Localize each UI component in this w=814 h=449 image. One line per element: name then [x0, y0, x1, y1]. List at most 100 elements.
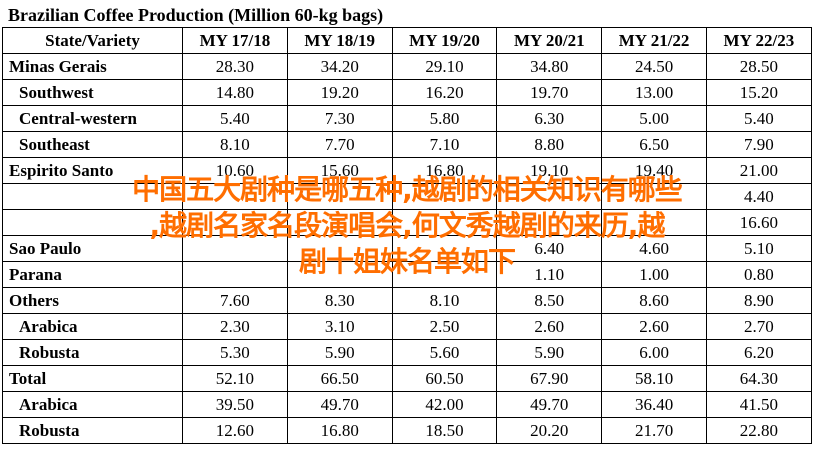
table-cell — [391, 261, 498, 288]
table-row: Espirito Santo 10.60 15.60 16.80 19.10 19.40 2… — [2, 157, 812, 184]
table-cell: 4.40 — [705, 183, 812, 210]
table-cell: 60.50 — [391, 365, 498, 392]
table-cell: 2.60 — [601, 313, 707, 340]
row-label: Arabica — [2, 391, 183, 418]
table-cell: 58.10 — [601, 365, 707, 392]
table-cell — [391, 183, 498, 210]
table-cell: 29.10 — [391, 53, 498, 80]
row-label: Central-western — [2, 105, 183, 132]
table-row: Arabica 2.30 3.10 2.50 2.60 2.60 2.70 — [2, 313, 812, 340]
table-cell: 8.10 — [391, 287, 498, 314]
table-cell — [182, 261, 288, 288]
row-label: Minas Gerais — [2, 53, 183, 80]
table-cell: 3.10 — [286, 313, 393, 340]
row-label: Arabica — [2, 313, 183, 340]
table-cell — [496, 209, 603, 236]
table-cell: 5.40 — [705, 105, 812, 132]
table-cell: 6.00 — [601, 339, 707, 366]
table-row: Central-western 5.40 7.30 5.80 6.30 5.00 5.40 — [2, 105, 812, 132]
table-cell: 7.90 — [705, 131, 812, 158]
table-cell: 64.30 — [705, 365, 812, 392]
table-cell: 5.00 — [601, 105, 707, 132]
table-cell: 5.60 — [391, 339, 498, 366]
table-cell: 5.30 — [182, 339, 288, 366]
table-cell: 7.10 — [391, 131, 498, 158]
table-cell — [286, 209, 393, 236]
table-cell: 19.70 — [496, 79, 603, 106]
table-cell — [286, 235, 393, 262]
row-label: Robusta — [2, 417, 183, 444]
table-row: Arabica 39.50 49.70 42.00 49.70 36.40 41.50 — [2, 391, 812, 418]
table-title: Brazilian Coffee Production (Million 60-… — [8, 5, 384, 25]
table-cell: 19.20 — [286, 79, 393, 106]
column-header: State/Variety — [2, 27, 183, 54]
table-cell: 66.50 — [286, 365, 393, 392]
table-row: Robusta 5.30 5.90 5.60 5.90 6.00 6.20 — [2, 339, 812, 366]
table-cell: 6.50 — [601, 131, 707, 158]
table-cell: 14.80 — [182, 79, 288, 106]
table-cell: 15.60 — [286, 157, 393, 184]
table-cell: 42.00 — [391, 391, 498, 418]
table-cell — [601, 209, 707, 236]
table-cell: 0.80 — [705, 261, 812, 288]
row-label: Others — [2, 287, 183, 314]
row-label: Southwest — [2, 79, 183, 106]
table-cell: 12.60 — [182, 417, 288, 444]
table-cell: 39.50 — [182, 391, 288, 418]
column-header: MY 18/19 — [286, 27, 393, 54]
table-row: Others 7.60 8.30 8.10 8.50 8.60 8.90 — [2, 287, 812, 314]
table-cell: 7.70 — [286, 131, 393, 158]
table-cell: 19.10 — [496, 157, 603, 184]
row-label: Southeast — [2, 131, 183, 158]
table-row: 4.40 — [2, 183, 812, 210]
table-cell — [601, 183, 707, 210]
table-cell: 5.40 — [182, 105, 288, 132]
table-cell: 6.30 — [496, 105, 603, 132]
table-cell — [182, 235, 288, 262]
table-row: Total 52.10 66.50 60.50 67.90 58.10 64.30 — [2, 365, 812, 392]
table-cell: 20.20 — [496, 417, 603, 444]
table-cell: 24.50 — [601, 53, 707, 80]
row-label — [2, 209, 183, 236]
table-cell: 1.10 — [496, 261, 603, 288]
table-cell — [391, 209, 498, 236]
table-cell: 5.90 — [496, 339, 603, 366]
table-cell: 10.60 — [182, 157, 288, 184]
table-row: Sao Paulo 6.40 4.60 5.10 — [2, 235, 812, 262]
table-cell — [182, 183, 288, 210]
table-cell: 7.60 — [182, 287, 288, 314]
table-cell: 8.10 — [182, 131, 288, 158]
table-cell: 21.00 — [705, 157, 812, 184]
header-row: State/Variety MY 17/18 MY 18/19 MY 19/20… — [2, 27, 812, 54]
row-label: Espirito Santo — [2, 157, 183, 184]
table-cell: 28.30 — [182, 53, 288, 80]
row-label: Total — [2, 365, 183, 392]
table-cell — [182, 209, 288, 236]
table-cell: 18.50 — [391, 417, 498, 444]
table-cell: 8.80 — [496, 131, 603, 158]
table-cell: 22.80 — [705, 417, 812, 444]
table-cell: 15.20 — [705, 79, 812, 106]
column-header: MY 22/23 — [705, 27, 812, 54]
row-label — [2, 183, 183, 210]
table-cell — [496, 183, 603, 210]
table-cell: 34.20 — [286, 53, 393, 80]
table-cell: 5.80 — [391, 105, 498, 132]
row-label: Parana — [2, 261, 183, 288]
table-cell — [391, 235, 498, 262]
table-cell: 41.50 — [705, 391, 812, 418]
table-cell: 2.50 — [391, 313, 498, 340]
table-cell: 52.10 — [182, 365, 288, 392]
table-row: Robusta 12.60 16.80 18.50 20.20 21.70 22.80 — [2, 417, 812, 444]
table-row: 16.60 — [2, 209, 812, 236]
table-row: Minas Gerais 28.30 34.20 29.10 34.80 24.50 28.… — [2, 53, 812, 80]
table-row: Southwest 14.80 19.20 16.20 19.70 13.00 15.20 — [2, 79, 812, 106]
column-header: MY 20/21 — [496, 27, 603, 54]
coffee-production-table: State/Variety MY 17/18 MY 18/19 MY 19/20… — [2, 27, 812, 444]
table-cell: 19.40 — [601, 157, 707, 184]
table-cell: 16.20 — [391, 79, 498, 106]
table-cell: 8.50 — [496, 287, 603, 314]
table-cell: 67.90 — [496, 365, 603, 392]
row-label: Robusta — [2, 339, 183, 366]
table-cell: 8.60 — [601, 287, 707, 314]
